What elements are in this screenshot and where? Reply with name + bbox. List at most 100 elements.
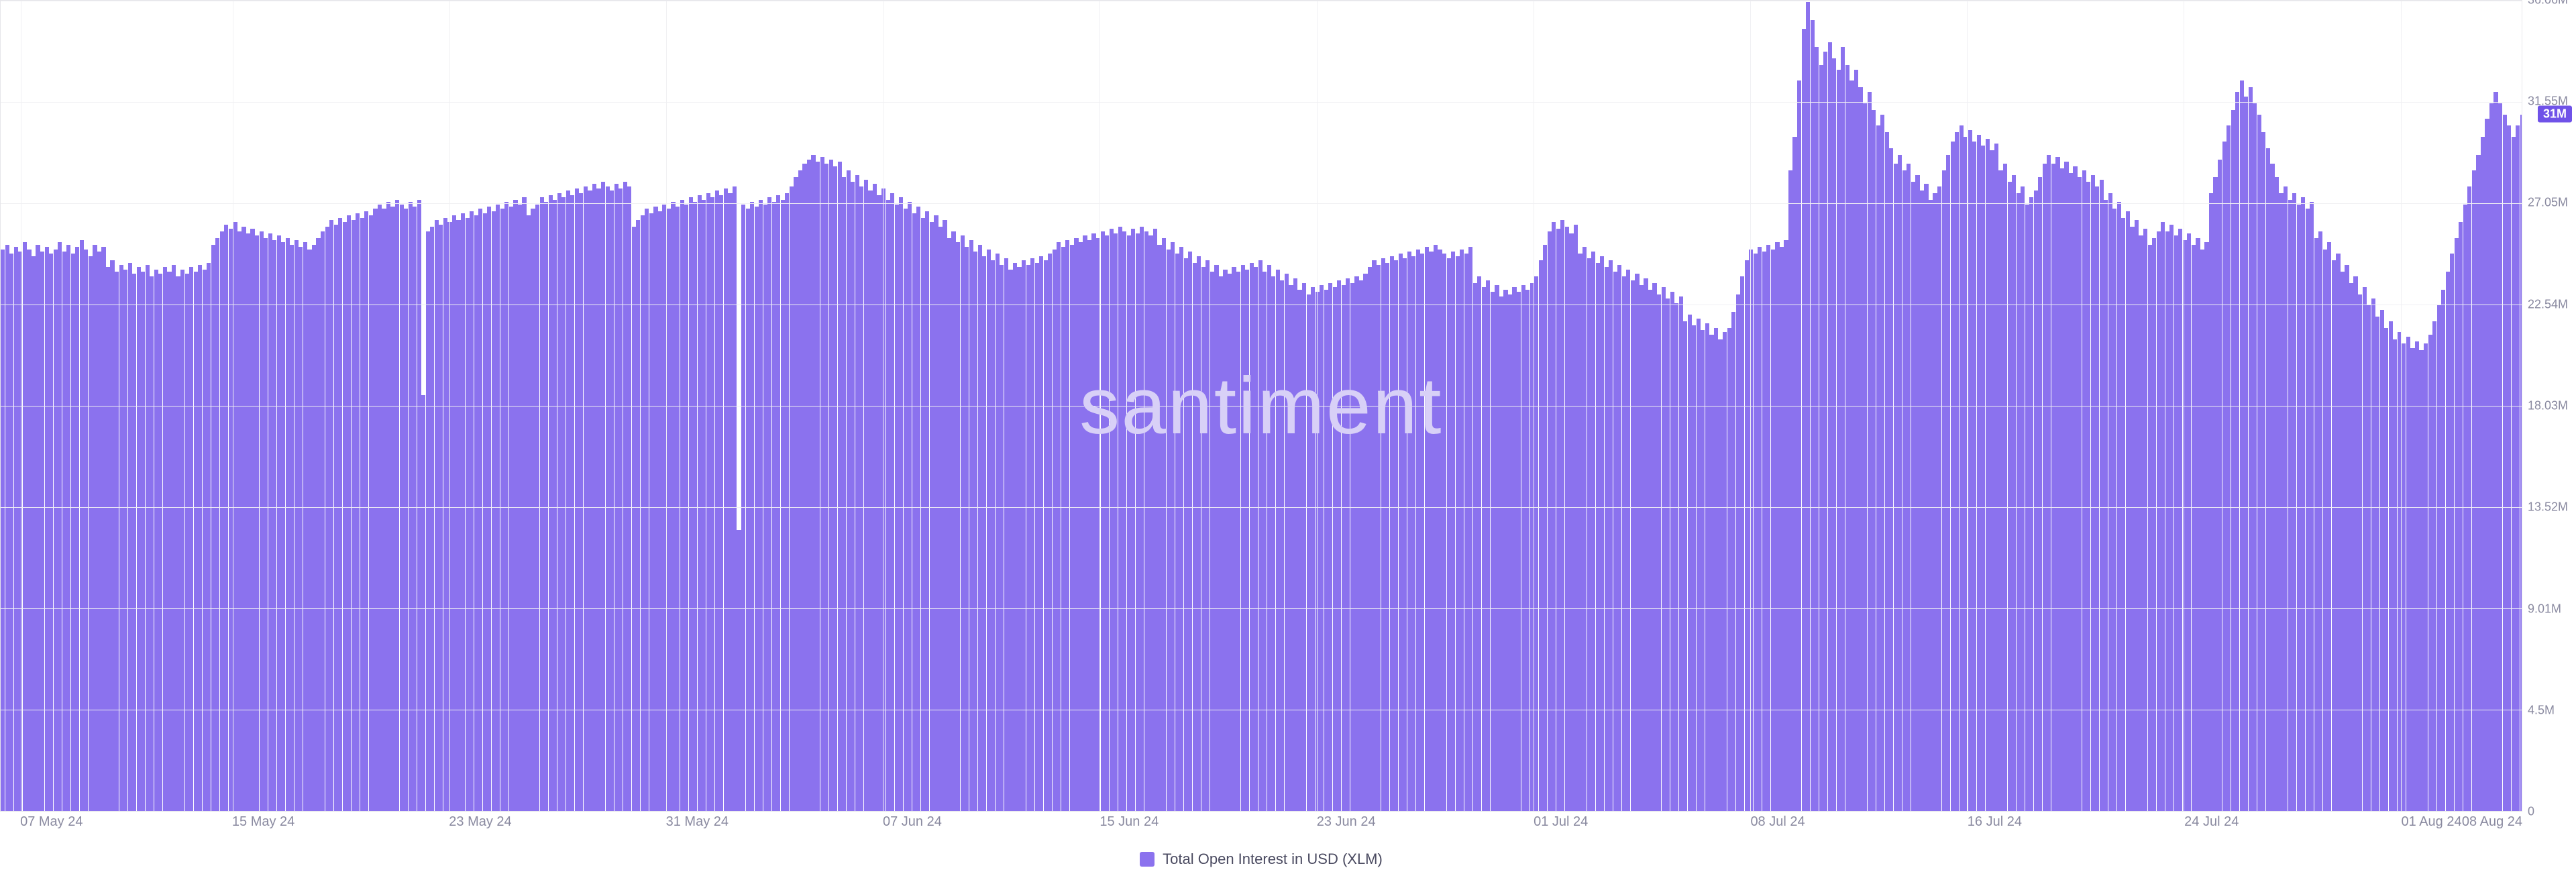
bar[interactable]	[386, 202, 390, 811]
bar[interactable]	[1162, 238, 1166, 811]
bar[interactable]	[2455, 238, 2459, 811]
bar[interactable]	[325, 227, 329, 811]
bar[interactable]	[1946, 155, 1950, 811]
bar[interactable]	[2017, 193, 2021, 811]
bar[interactable]	[1819, 65, 1823, 811]
bar[interactable]	[868, 190, 872, 811]
bar[interactable]	[1907, 164, 1911, 811]
bar[interactable]	[1727, 328, 1731, 811]
bar[interactable]	[316, 238, 320, 811]
bar[interactable]	[1775, 242, 1779, 811]
bar[interactable]	[1048, 254, 1052, 811]
bar[interactable]	[2064, 162, 2068, 811]
bar[interactable]	[260, 231, 264, 811]
bar[interactable]	[1030, 258, 1034, 811]
bar[interactable]	[1525, 290, 1529, 811]
bar[interactable]	[404, 209, 408, 811]
bar[interactable]	[492, 211, 496, 811]
bar[interactable]	[1214, 265, 1218, 811]
bar[interactable]	[115, 272, 119, 811]
bar[interactable]	[2450, 254, 2454, 811]
bar[interactable]	[2292, 193, 2296, 811]
bar[interactable]	[2226, 125, 2231, 811]
bar[interactable]	[2432, 321, 2436, 811]
bar[interactable]	[1091, 233, 1095, 811]
bar[interactable]	[1534, 276, 1538, 811]
bar[interactable]	[1442, 254, 1446, 811]
bar[interactable]	[833, 166, 837, 811]
bar[interactable]	[1543, 245, 1547, 811]
bar[interactable]	[1701, 330, 1705, 811]
bar[interactable]	[66, 245, 70, 811]
bar[interactable]	[908, 202, 912, 811]
bar[interactable]	[2336, 254, 2340, 811]
bar[interactable]	[2038, 177, 2042, 811]
bar[interactable]	[930, 222, 934, 811]
bar[interactable]	[816, 162, 820, 811]
bar[interactable]	[1740, 276, 1744, 811]
bar[interactable]	[596, 188, 600, 811]
bar[interactable]	[1004, 258, 1008, 811]
bar[interactable]	[409, 202, 413, 811]
bar[interactable]	[522, 197, 526, 811]
bar[interactable]	[1368, 267, 1372, 811]
bar[interactable]	[772, 202, 776, 811]
bar[interactable]	[2270, 164, 2274, 811]
bar[interactable]	[991, 260, 995, 811]
bar[interactable]	[2200, 250, 2204, 811]
bar[interactable]	[97, 252, 101, 811]
bar[interactable]	[1894, 164, 1898, 811]
bar[interactable]	[2104, 200, 2108, 811]
bar[interactable]	[1434, 245, 1438, 811]
bar[interactable]	[557, 193, 561, 811]
bar[interactable]	[1745, 260, 1749, 811]
bar[interactable]	[1201, 267, 1205, 811]
bar[interactable]	[1723, 332, 1727, 811]
bar[interactable]	[1512, 287, 1516, 811]
bar[interactable]	[2402, 343, 2406, 811]
bar[interactable]	[9, 254, 13, 811]
bar[interactable]	[680, 200, 684, 811]
bar[interactable]	[1766, 245, 1770, 811]
bar[interactable]	[1381, 258, 1385, 811]
bar[interactable]	[312, 245, 316, 811]
bar[interactable]	[1915, 175, 1919, 811]
bar[interactable]	[873, 184, 877, 811]
bar[interactable]	[1074, 238, 1078, 811]
bar[interactable]	[220, 231, 224, 811]
bar[interactable]	[1026, 265, 1030, 811]
bar[interactable]	[1652, 283, 1656, 811]
bar[interactable]	[540, 197, 544, 811]
bar[interactable]	[899, 197, 903, 811]
bar[interactable]	[1613, 272, 1617, 811]
bar[interactable]	[277, 235, 281, 811]
bar[interactable]	[1346, 278, 1350, 811]
bar[interactable]	[1758, 247, 1762, 811]
bar[interactable]	[1105, 235, 1109, 811]
bar[interactable]	[2459, 222, 2463, 811]
bar[interactable]	[890, 193, 894, 811]
bar[interactable]	[2266, 148, 2270, 811]
bar[interactable]	[2086, 182, 2090, 811]
bar[interactable]	[1447, 258, 1451, 811]
bar[interactable]	[1101, 231, 1105, 811]
bar[interactable]	[1307, 294, 1311, 811]
bar[interactable]	[746, 209, 750, 811]
bar[interactable]	[1035, 263, 1039, 811]
bar[interactable]	[75, 247, 79, 811]
bar[interactable]	[649, 213, 653, 811]
bar[interactable]	[1148, 235, 1152, 811]
bar[interactable]	[2485, 119, 2489, 811]
bar[interactable]	[154, 270, 158, 811]
bar[interactable]	[1223, 270, 1227, 811]
bar[interactable]	[1674, 303, 1678, 811]
bar[interactable]	[1849, 80, 1854, 811]
bar[interactable]	[334, 225, 338, 811]
bar[interactable]	[1845, 65, 1849, 811]
bar[interactable]	[163, 267, 167, 811]
bar[interactable]	[1258, 260, 1263, 811]
bar[interactable]	[2174, 235, 2178, 811]
bar[interactable]	[1548, 231, 1552, 811]
bar[interactable]	[1495, 285, 1499, 811]
bar[interactable]	[1087, 240, 1091, 811]
